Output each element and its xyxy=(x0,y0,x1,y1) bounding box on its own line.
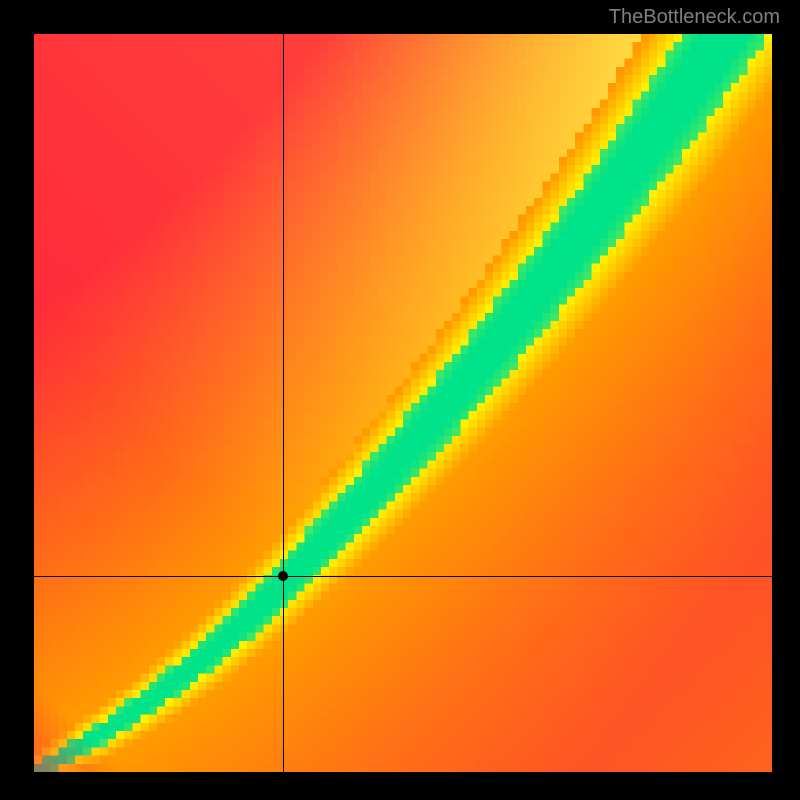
data-point-marker xyxy=(278,571,288,581)
heatmap-plot xyxy=(34,34,772,772)
crosshair-horizontal xyxy=(34,576,772,577)
heatmap-canvas xyxy=(34,34,772,772)
crosshair-vertical xyxy=(283,34,284,772)
attribution-text: TheBottleneck.com xyxy=(609,6,780,29)
